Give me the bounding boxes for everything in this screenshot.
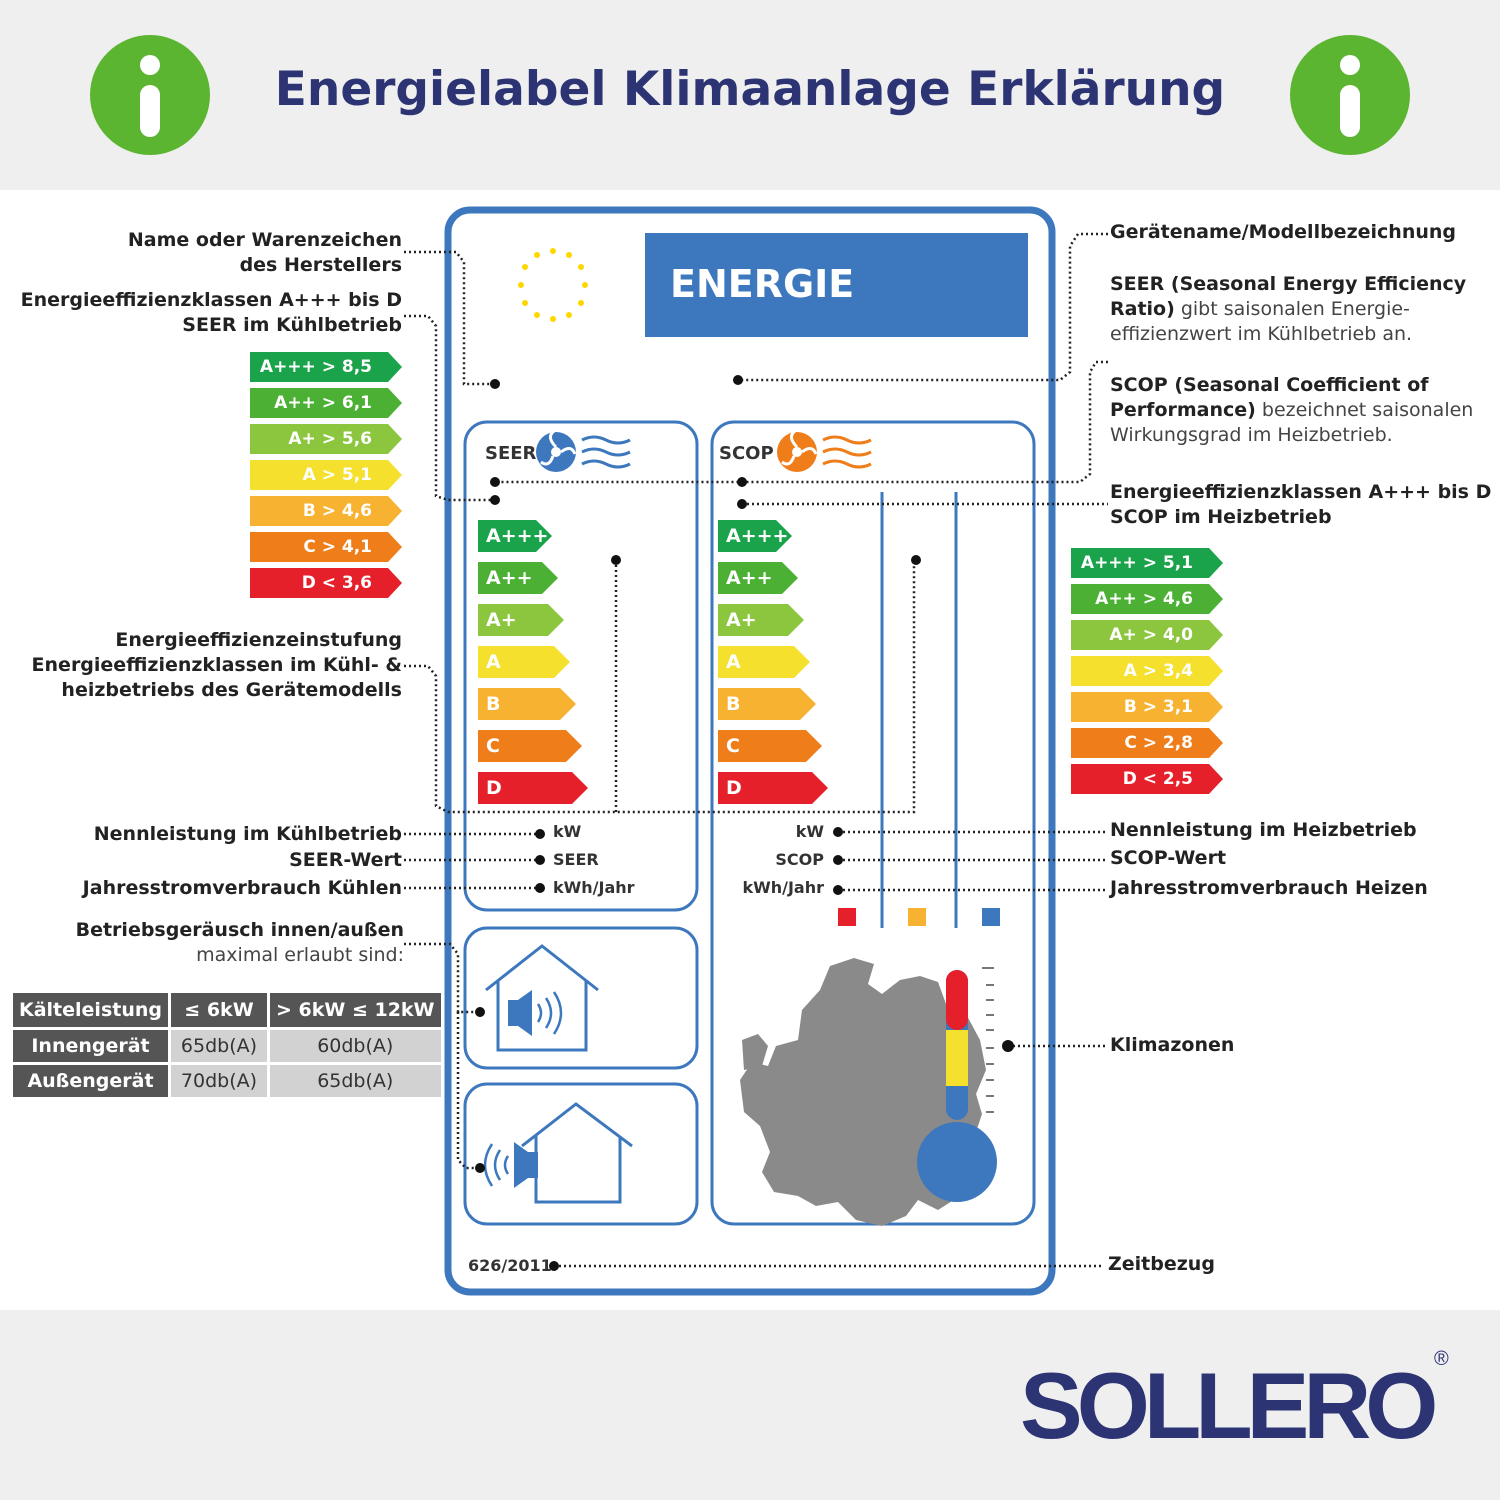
class-arrow: A+ <box>718 604 804 636</box>
callout-model: Gerätename/Modellbezeichnung <box>1110 221 1456 243</box>
seer-scale-bar: A > 5,1 <box>250 460 402 490</box>
speaker-icon <box>508 1000 518 1026</box>
speaker-icon <box>528 1152 538 1178</box>
callout-seer-classes: Energieeffizienzklassen A+++ bis D SEER i… <box>20 289 402 336</box>
unit-scop: SCOP <box>775 850 824 869</box>
eu-stars <box>518 248 588 322</box>
scop-scale-bar: A+ > 4,0 <box>1071 620 1223 650</box>
unit-kwh: kWh/Jahr <box>553 878 635 897</box>
class-arrow: C <box>478 730 582 762</box>
unit-seer: SEER <box>553 850 599 869</box>
table-header: > 6kW ≤ 12kW <box>269 993 441 1027</box>
scop-scale-bar: A+++ > 5,1 <box>1071 548 1223 578</box>
callout-manufacturer: Name oder Warenzeichen des Herstellers <box>127 229 402 276</box>
class-arrow: A <box>718 646 810 678</box>
table-header: ≤ 6kW <box>170 993 267 1027</box>
callout-heating-power: Nennleistung im Heizbetrieb <box>1110 819 1417 841</box>
callout-cooling-power: Nennleistung im Kühlbetrieb <box>93 823 402 845</box>
info-icon <box>90 35 210 155</box>
table-header: Kälteleistung <box>13 993 168 1027</box>
callout-time-reference: Zeitbezug <box>1108 1253 1215 1275</box>
climate-square-cold <box>982 908 1000 926</box>
seer-scale-bar: C > 4,1 <box>250 532 402 562</box>
leader-lines <box>404 232 1108 1268</box>
scop-title: SCOP <box>719 443 774 464</box>
seer-scale-bar: D < 3,6 <box>250 568 402 598</box>
indoor-noise-panel <box>463 926 699 1070</box>
callout-scop-classes: Energieeffizienzklassen A+++ bis D SCOP i… <box>1110 481 1492 528</box>
callout-seer-value: SEER-Wert <box>289 849 402 871</box>
energie-header <box>645 233 1028 337</box>
callout-noise: Betriebsgeräusch innen/außen maximal erla… <box>75 919 404 966</box>
outdoor-house-icon <box>521 1102 633 1204</box>
indoor-house-icon <box>485 944 599 1052</box>
class-arrow: A+++ <box>478 520 552 552</box>
seer-title: SEER <box>485 443 537 464</box>
callout-scop-value: SCOP-Wert <box>1110 847 1227 869</box>
unit-kw: kW <box>553 822 582 841</box>
callout-scop-description: SCOP (Seasonal Coefficient of Performanc… <box>1110 374 1474 446</box>
scop-scale-bar: B > 3,1 <box>1071 692 1223 722</box>
class-arrow: A <box>478 646 570 678</box>
class-arrow: B <box>478 688 576 720</box>
class-arrow: C <box>718 730 822 762</box>
footer-band <box>0 1310 1500 1500</box>
info-icon <box>1290 35 1410 155</box>
leader-dots <box>475 375 1014 1271</box>
class-arrow: D <box>718 772 828 804</box>
scop-scale-bar: A > 3,4 <box>1071 656 1223 686</box>
callout-heating-consumption: Jahresstromverbrauch Heizen <box>1110 877 1428 899</box>
callout-cooling-consumption: Jahresstromverbrauch Kühlen <box>82 877 402 899</box>
energie-title: ENERGIE <box>670 262 855 306</box>
table-row: Innengerät 65db(A) 60db(A) <box>13 1030 441 1062</box>
scop-scale-bar: C > 2,8 <box>1071 728 1223 758</box>
table-row: Außengerät 70db(A) 65db(A) <box>13 1065 441 1097</box>
eu-flag <box>473 233 633 337</box>
class-arrow: D <box>478 772 588 804</box>
warm-air-icon <box>822 435 872 469</box>
unit-kw: kW <box>795 822 824 841</box>
seer-scale-bar: A+++ > 8,5 <box>250 352 402 382</box>
scop-scale-bar: A++ > 4,6 <box>1071 584 1223 614</box>
header-band <box>0 0 1500 190</box>
seer-scale-bar: A++ > 6,1 <box>250 388 402 418</box>
class-arrow: A++ <box>718 562 798 594</box>
regulation-number: 626/2011 <box>468 1256 552 1275</box>
noise-table: Kälteleistung ≤ 6kW > 6kW ≤ 12kW Innenge… <box>10 990 444 1100</box>
callout-seer-description: SEER (Seasonal Energy Efficiency Ratio) … <box>1110 273 1467 345</box>
seer-scale-bar: A+ > 5,6 <box>250 424 402 454</box>
seer-scale-bar: B > 4,6 <box>250 496 402 526</box>
cold-air-icon <box>581 435 631 469</box>
scop-panel <box>710 420 1036 1226</box>
label-frame <box>444 206 1056 1296</box>
class-arrow: A++ <box>478 562 558 594</box>
callout-climate-zones: Klimazonen <box>1110 1034 1235 1056</box>
page-title: Energielabel Klimaanlage Erklärung <box>274 62 1226 117</box>
class-arrow: B <box>718 688 816 720</box>
climate-square-average <box>908 908 926 926</box>
unit-kwh: kWh/Jahr <box>742 878 824 897</box>
seer-panel <box>463 420 699 912</box>
brand-logo: SOLLERO <box>1020 1353 1438 1458</box>
class-arrow: A+++ <box>718 520 792 552</box>
outdoor-noise-panel <box>463 1082 699 1226</box>
class-arrow: A+ <box>478 604 564 636</box>
registered-mark: ® <box>1434 1348 1449 1370</box>
scop-scale-bar: D < 2,5 <box>1071 764 1223 794</box>
climate-square-warm <box>838 908 856 926</box>
callout-rating: Energieeffizienzeinstufung Energieeffizie… <box>31 629 402 701</box>
